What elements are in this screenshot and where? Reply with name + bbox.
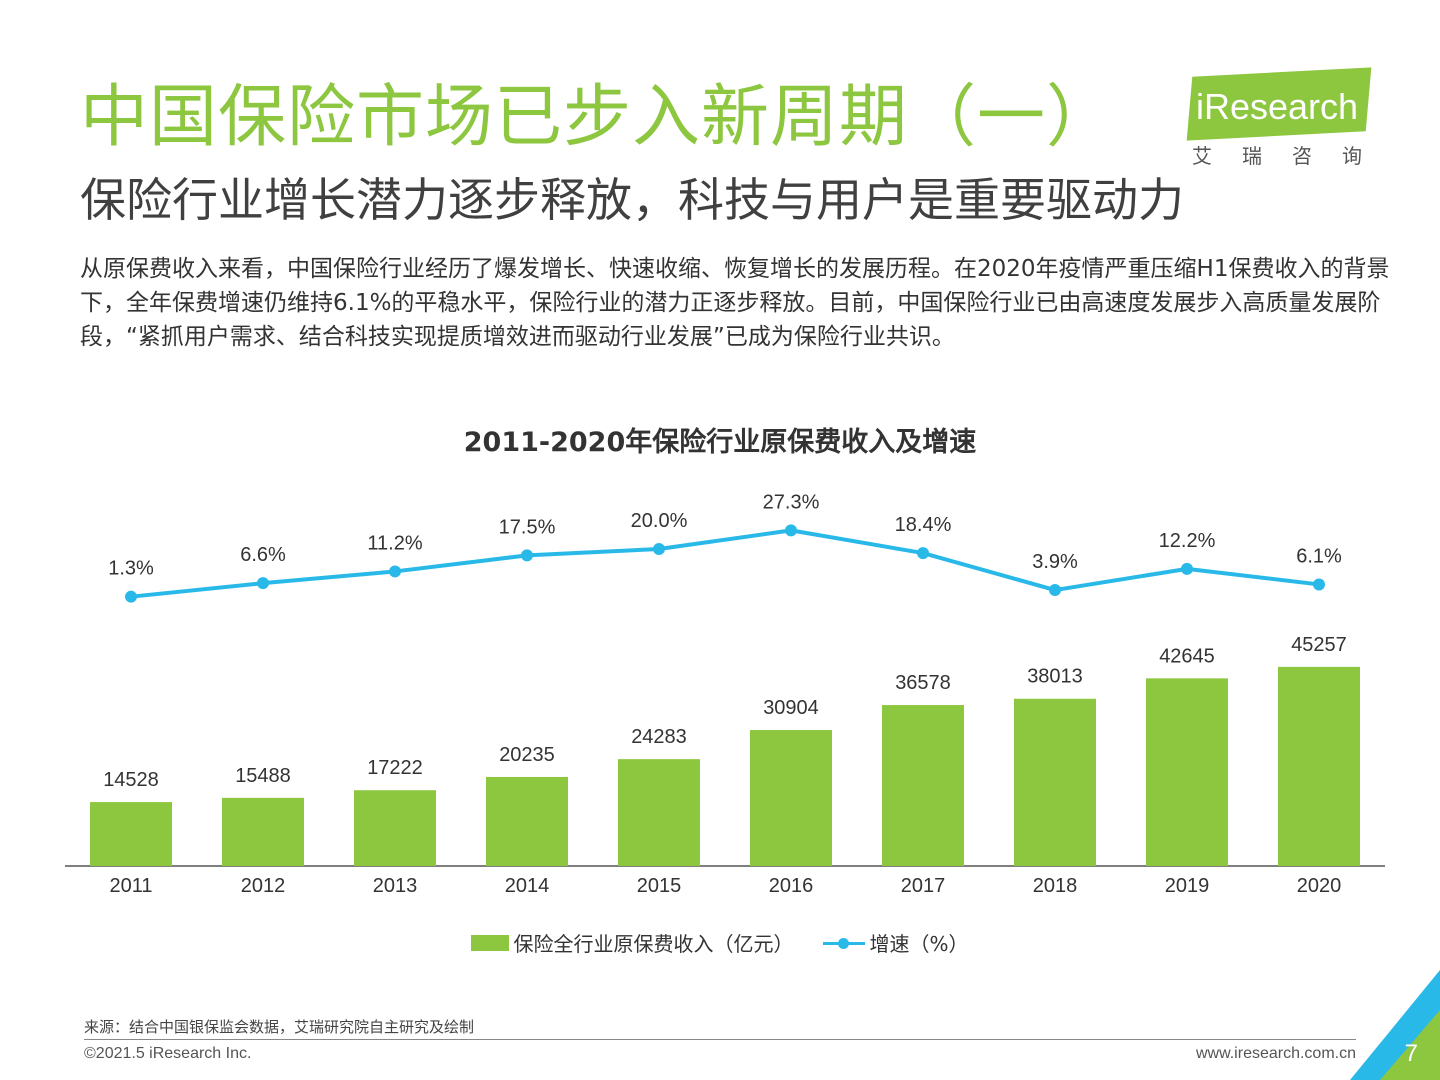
legend-item-growth: 增速（%）	[823, 928, 969, 957]
chart-title: 2011-2020年保险行业原保费收入及增速	[463, 427, 977, 458]
growth-point	[1313, 578, 1325, 591]
legend-label-premium: 保险全行业原保费收入（亿元）	[513, 932, 794, 956]
x-tick-label: 2016	[769, 875, 814, 897]
growth-value-label: 20.0%	[631, 510, 688, 532]
growth-value-label: 6.1%	[1296, 545, 1342, 567]
bar-value-label: 42645	[1159, 645, 1215, 667]
bar-value-label: 45257	[1291, 634, 1347, 656]
bar-value-label: 17222	[367, 757, 423, 779]
x-tick-label: 2015	[637, 875, 682, 897]
growth-value-label: 11.2%	[367, 532, 422, 554]
page-number: 7	[1404, 1040, 1418, 1067]
chart-legend: 保险全行业原保费收入（亿元） 增速（%）	[0, 928, 1440, 957]
x-tick-label: 2013	[373, 875, 418, 897]
growth-line	[130, 528, 1320, 599]
growth-value-label: 17.5%	[499, 516, 556, 538]
footer-divider	[84, 1039, 1356, 1040]
premium-bar	[750, 730, 832, 866]
growth-value-label: 12.2%	[1159, 530, 1216, 552]
bar-value-label: 36578	[895, 672, 951, 694]
x-tick-label: 2012	[241, 875, 286, 897]
page-subtitle: 保险行业增长潜力逐步释放，科技与用户是重要驱动力	[80, 173, 1184, 227]
premium-bar	[354, 790, 436, 866]
logo-chinese: 艾瑞咨询	[1192, 144, 1392, 168]
legend-bar-swatch	[471, 934, 510, 951]
intro-paragraph: 从原保费收入来看，中国保险行业经历了爆发增长、快速收缩、恢复增长的发展历程。在2…	[80, 256, 1390, 350]
growth-value-label: 6.6%	[240, 544, 286, 566]
growth-point	[653, 543, 665, 555]
growth-value-label: 27.3%	[763, 491, 820, 513]
x-tick-label: 2020	[1297, 875, 1342, 897]
premium-bar	[1014, 698, 1096, 866]
x-tick-label: 2017	[901, 875, 946, 897]
x-tick-label: 2014	[505, 875, 550, 897]
x-tick-label: 2019	[1165, 875, 1210, 897]
growth-point	[521, 549, 533, 562]
bar-value-label: 38013	[1027, 666, 1083, 688]
premium-bar	[1278, 666, 1360, 866]
premium-bar	[618, 759, 700, 866]
bar-value-label: 15488	[235, 765, 291, 787]
x-tick-label: 2018	[1033, 875, 1078, 897]
bar-value-label: 20235	[499, 744, 555, 766]
website-url[interactable]: www.iresearch.com.cn	[1195, 1045, 1356, 1062]
logo-word: iResearch	[1196, 86, 1359, 127]
premium-chart: 14528 2011 15488 2012 17222 2013 20235 2014 2428…	[65, 491, 1385, 897]
bar-value-label: 14528	[103, 769, 159, 791]
growth-point	[389, 565, 401, 578]
premium-bar	[486, 776, 568, 866]
corner-decoration	[1350, 970, 1440, 1080]
growth-point	[1049, 584, 1061, 597]
page-title: 中国保险市场已步入新周期（一）	[80, 78, 1116, 157]
growth-point	[257, 577, 269, 590]
x-tick-label: 2011	[109, 875, 152, 897]
bar-value-label: 30904	[763, 697, 819, 719]
premium-bar	[882, 705, 964, 866]
bar-value-label: 24283	[631, 726, 687, 748]
legend-label-growth: 增速（%）	[869, 932, 969, 956]
copyright: ©2021.5 iResearch Inc.	[84, 1045, 252, 1062]
legend-item-premium: 保险全行业原保费收入（亿元）	[471, 928, 793, 957]
premium-bar	[1146, 678, 1228, 866]
growth-point	[917, 547, 929, 560]
premium-bar	[90, 802, 172, 866]
premium-bar	[222, 797, 304, 866]
growth-value-label: 18.4%	[895, 514, 952, 536]
growth-point	[1181, 562, 1193, 575]
growth-point	[785, 524, 797, 537]
growth-value-label: 3.9%	[1032, 551, 1078, 573]
legend-line-swatch	[823, 935, 866, 951]
growth-value-label: 1.3%	[108, 558, 154, 580]
growth-point	[125, 590, 137, 603]
source-note: 来源：结合中国银保监会数据，艾瑞研究院自主研究及绘制	[84, 1018, 475, 1036]
